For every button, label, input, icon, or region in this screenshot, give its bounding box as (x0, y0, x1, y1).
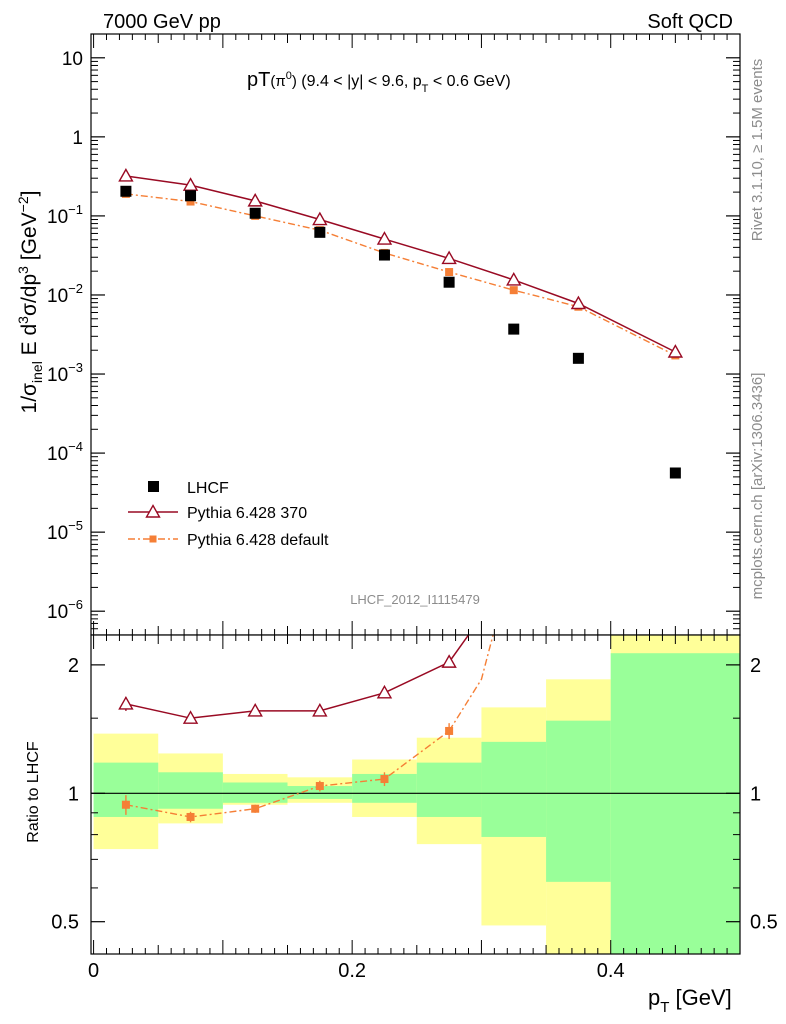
legend-marker-lhcf (148, 481, 159, 492)
band-inner (546, 720, 611, 882)
point-lhcf (443, 276, 455, 288)
x-tick-label: 0.2 (338, 960, 366, 982)
point-pythia-370 (118, 168, 134, 182)
y-tick-label: 10 (62, 49, 83, 70)
ratio-point-pythia-370 (376, 684, 393, 699)
ratio-point-pythia-default (380, 775, 389, 784)
ratio-point-pythia-default (445, 726, 454, 735)
ratio-y-tick-label-left: 2 (68, 655, 79, 677)
point-pythia-370 (312, 211, 328, 226)
uncertainty-bands (93, 635, 740, 954)
legend-label-pythia-default: Pythia 6.428 default (187, 532, 329, 549)
ratio-point-pythia-default (315, 782, 324, 791)
point-pythia-370 (506, 272, 522, 286)
main-frame (90, 33, 741, 636)
ratio-point-pythia-370 (312, 702, 328, 717)
ratio-y-tick-label-right: 0.5 (750, 912, 778, 934)
point-lhcf (249, 207, 261, 219)
ratio-frame (90, 634, 741, 955)
point-lhcf (508, 323, 520, 335)
band-inner (610, 653, 740, 954)
band-inner (287, 786, 353, 799)
ratio-series (118, 635, 494, 823)
ratio-point-pythia-default (251, 804, 260, 813)
point-lhcf (378, 249, 390, 261)
main-ylabel: 1/σinel E d3σ/dp3 [GeV−2] (15, 191, 45, 414)
ratio-y-tick-label-left: 1 (68, 783, 79, 805)
ratio-line-pythia-default (125, 635, 494, 818)
y-tick-label: 10−6 (47, 597, 83, 623)
band-inner (158, 772, 223, 809)
point-pythia-370 (376, 231, 393, 245)
ratio-point-pythia-370 (441, 654, 457, 668)
ratio-y-tick-label-right: 2 (750, 655, 761, 677)
point-lhcf (572, 352, 584, 364)
point-lhcf (669, 467, 681, 479)
point-lhcf (185, 190, 197, 202)
header-right: Soft QCD (647, 11, 733, 33)
ratio-y-tick-label-left: 0.5 (51, 912, 79, 934)
point-pythia-370 (667, 344, 684, 358)
legend-marker-pythia-370 (145, 504, 161, 518)
header-left: 7000 GeV pp (103, 11, 221, 33)
legend-label-lhcf: LHCF (187, 480, 229, 497)
point-pythia-default (509, 286, 518, 295)
x-tick-label: 0.4 (597, 960, 625, 982)
y-tick-label: 10−1 (47, 202, 83, 228)
ratio-point-pythia-370 (118, 695, 134, 710)
point-pythia-370 (247, 192, 263, 207)
point-pythia-370 (570, 295, 587, 310)
ratio-point-pythia-default (121, 800, 130, 809)
y-tick-label: 10−4 (47, 439, 83, 465)
point-pythia-370 (182, 177, 199, 191)
rivet-version-label: Rivet 3.1.10, ≥ 1.5M events (749, 59, 766, 242)
legend-label-pythia-370: Pythia 6.428 370 (187, 505, 307, 522)
mcplots-label: mcplots.cern.ch [arXiv:1306.3436] (749, 373, 766, 600)
point-pythia-370 (441, 250, 457, 265)
y-tick-label: 10−3 (47, 360, 83, 386)
legend: LHCF Pythia 6.428 370 Pythia 6.428 defau… (128, 480, 329, 549)
y-tick-label: 10−5 (47, 518, 83, 544)
legend-marker-pythia-default (149, 535, 157, 543)
point-lhcf (120, 185, 132, 197)
ratio-ylabel: Ratio to LHCF (25, 741, 42, 843)
ratio-panel: 0.5 0.5 1 1 2 2 0 0.2 0.4 Ratio to LHCF pT [GeV] (25, 634, 778, 1016)
y-tick-label: 1 (72, 128, 83, 149)
ratio-point-pythia-370 (182, 710, 199, 724)
ratio-point-pythia-default (186, 812, 195, 821)
band-inner (416, 762, 482, 817)
main-series (118, 168, 684, 479)
ratio-ticks: 0.5 0.5 1 1 2 2 0 0.2 0.4 (51, 635, 778, 982)
band-inner (222, 782, 288, 803)
main-y-ticks: 10 1 10−1 10−2 10−3 10−4 10−5 10−6 (47, 33, 741, 636)
ratio-point-pythia-370 (247, 702, 263, 717)
analysis-label: LHCF_2012_I1115479 (350, 592, 480, 607)
band-inner (481, 741, 547, 837)
x-axis-label: pT [GeV] (648, 985, 732, 1016)
point-lhcf (314, 226, 326, 238)
ratio-y-tick-label-right: 1 (750, 783, 761, 805)
x-tick-label: 0 (88, 960, 99, 982)
y-tick-label: 10−2 (47, 281, 83, 307)
point-pythia-default (186, 197, 195, 206)
point-pythia-default (445, 268, 454, 277)
